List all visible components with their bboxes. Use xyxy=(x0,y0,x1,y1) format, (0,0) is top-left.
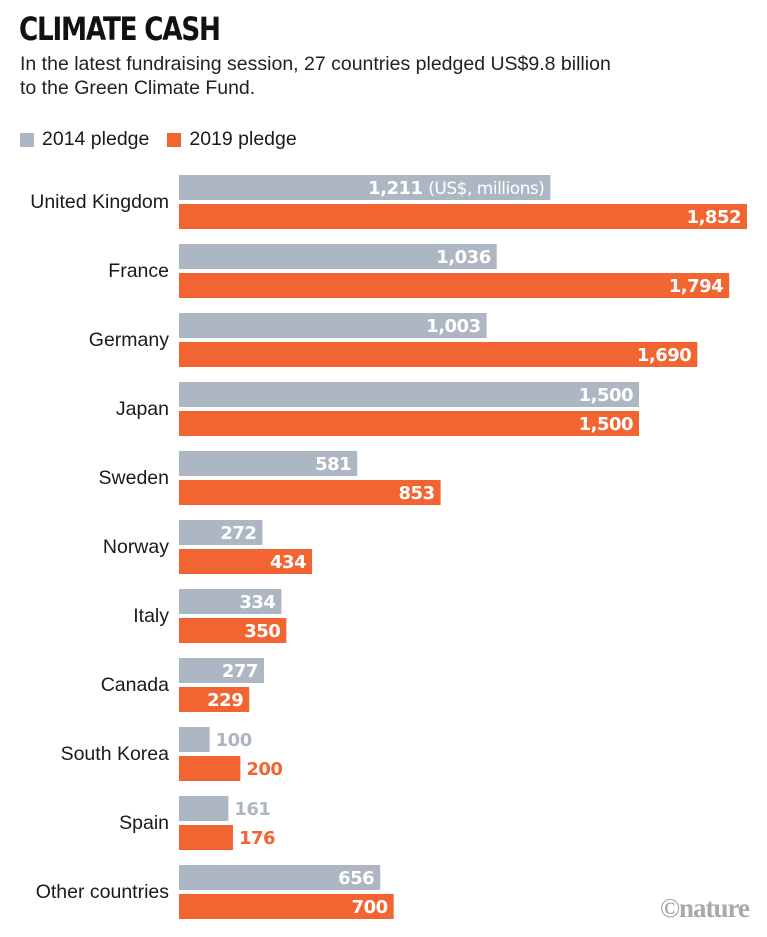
chart-title: CLIMATE CASH xyxy=(19,10,221,48)
bar-2014 xyxy=(179,589,282,614)
bar-2014 xyxy=(179,865,381,890)
category-label: Spain xyxy=(119,812,169,834)
bar-2019 xyxy=(179,825,233,850)
data-label: 1,036 xyxy=(436,247,490,268)
legend-label-2014: 2014 pledge xyxy=(42,128,150,150)
category-label: Other countries xyxy=(36,881,170,903)
bar-2019 xyxy=(179,411,640,436)
legend-item-2019: 2019 pledge xyxy=(167,128,297,151)
category-label: South Korea xyxy=(61,743,170,765)
bar-2014 xyxy=(179,175,551,200)
category-label: Japan xyxy=(116,398,169,420)
category-label: Italy xyxy=(133,605,169,627)
chart-subtitle: In the latest fundraising session, 27 co… xyxy=(20,53,611,99)
bar-2014 xyxy=(179,520,263,545)
bar-2014 xyxy=(179,313,487,338)
bar-2014 xyxy=(179,727,210,752)
unit-note: (US$, millions) xyxy=(428,179,544,199)
data-label: 350 xyxy=(244,621,280,642)
legend-item-2014: 2014 pledge xyxy=(20,128,149,151)
data-label: 176 xyxy=(239,828,275,849)
bar-2014 xyxy=(179,382,640,407)
bar-2019 xyxy=(179,549,313,574)
data-label: 161 xyxy=(234,799,270,820)
bar-2014 xyxy=(179,244,497,269)
data-label: 334 xyxy=(239,592,275,613)
category-label: Sweden xyxy=(99,467,169,489)
legend: 2014 pledge 2019 pledge xyxy=(20,128,307,151)
category-label: Canada xyxy=(101,674,169,696)
data-label: 100 xyxy=(216,730,252,751)
data-label: 277 xyxy=(222,661,258,682)
data-label: 1,852 xyxy=(687,207,741,228)
data-label: 1,211 (US$, millions) xyxy=(368,178,544,199)
legend-label-2019: 2019 pledge xyxy=(189,128,297,150)
bar-2019 xyxy=(179,273,730,298)
bar-2014 xyxy=(179,796,229,821)
data-label: 1,690 xyxy=(637,345,691,366)
bar-2014 xyxy=(179,451,358,476)
bar-2019 xyxy=(179,618,287,643)
data-label: 656 xyxy=(338,868,374,889)
data-label: 1,500 xyxy=(579,385,633,406)
legend-swatch-2019 xyxy=(167,132,182,147)
data-label: 700 xyxy=(352,897,388,918)
bar-2019 xyxy=(179,204,747,229)
bar-2019 xyxy=(179,342,698,367)
bar-2014 xyxy=(179,658,264,683)
data-label: 1,794 xyxy=(669,276,723,297)
bar-2019 xyxy=(179,480,441,505)
data-label: 1,003 xyxy=(426,316,480,337)
category-label: Norway xyxy=(103,536,169,558)
data-label: 229 xyxy=(207,690,243,711)
data-label: 581 xyxy=(315,454,351,475)
data-label: 1,500 xyxy=(579,414,633,435)
nature-logo: ©nature xyxy=(659,893,750,923)
bar-2019 xyxy=(179,756,241,781)
category-label: United Kingdom xyxy=(30,191,169,213)
data-label: 434 xyxy=(270,552,306,573)
data-label: 200 xyxy=(246,759,282,780)
data-label: 853 xyxy=(399,483,435,504)
bar-2019 xyxy=(179,894,394,919)
bar-2019 xyxy=(179,687,250,712)
data-label: 272 xyxy=(220,523,256,544)
category-label: France xyxy=(108,260,169,282)
legend-swatch-2014 xyxy=(20,132,34,147)
category-label: Germany xyxy=(89,329,169,351)
